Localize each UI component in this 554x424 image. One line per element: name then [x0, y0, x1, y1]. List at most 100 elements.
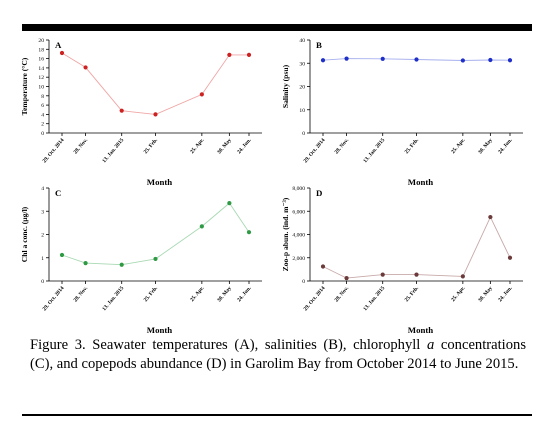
x-tick-label: 13. Jan. 2015 — [101, 137, 125, 164]
x-tick-label: 25. Feb. — [404, 285, 421, 303]
y-tick-label: 0 — [41, 131, 44, 137]
x-tick-label: 25. Apr. — [189, 285, 206, 303]
x-tick-label: 25. Apr. — [189, 137, 206, 155]
y-tick-label: 4 — [41, 112, 44, 118]
bottom-rule — [22, 414, 532, 416]
x-tick-label: 25. Apr. — [450, 137, 467, 155]
panel-label: D — [316, 188, 322, 198]
y-tick-label: 14 — [38, 66, 44, 72]
data-point — [488, 214, 493, 220]
series-line — [61, 202, 250, 266]
y-tick-label: 4 — [41, 186, 44, 192]
y-axis-title: Chl a conc. (µg/l) — [20, 206, 29, 262]
y-axis-title: Zoo-p abun. (ind. m⁻³) — [281, 197, 290, 271]
figure-caption: Figure 3. Seawater temperatures (A), sal… — [30, 336, 526, 374]
data-point — [246, 52, 252, 57]
chart-panel-b: 0 10 20 30 40 29. Oct. 2014 28. Nov. 13. Jan. 2… — [281, 38, 523, 187]
y-tick-label: 16 — [38, 57, 44, 63]
data-point — [320, 58, 326, 63]
x-tick-label: 30. May — [216, 285, 233, 303]
caption-italic: a — [426, 337, 435, 353]
y-axis-title: Salinity (psu) — [281, 64, 290, 108]
y-tick-label: 6 — [41, 103, 44, 109]
y-tick-label: 0 — [302, 131, 305, 137]
series-line — [61, 52, 249, 115]
y-axis-title: Temperature (°C) — [20, 57, 29, 115]
data-point — [246, 230, 252, 235]
x-tick-label: 29. Oct. 2014 — [303, 285, 327, 312]
y-tick-label: 20 — [38, 38, 44, 44]
x-axis-title: Month — [147, 325, 173, 335]
data-point — [507, 58, 513, 63]
data-point — [320, 264, 326, 269]
y-tick-label: 3 — [41, 209, 44, 215]
x-tick-label: 25. Feb. — [404, 137, 421, 155]
y-tick-label: 30 — [299, 61, 305, 67]
x-tick-label: 13. Jan. 2015 — [101, 285, 125, 312]
x-tick-label: 24. Jun. — [497, 137, 514, 155]
data-point — [414, 57, 419, 62]
x-tick-label: 25. Apr. — [450, 285, 467, 303]
x-tick-label: 28. Nov. — [73, 285, 90, 303]
data-point — [153, 256, 158, 262]
data-point — [119, 262, 124, 267]
data-point — [227, 201, 232, 206]
data-point — [507, 255, 513, 260]
y-tick-label: 2 — [41, 122, 44, 128]
panel-label: A — [55, 40, 62, 50]
data-point — [83, 65, 88, 70]
chart-panel-a: 0 2 4 6 8 10 12 14 16 18 20 29. Oct. 2014 28. Nov. 13… — [20, 38, 262, 187]
x-tick-label: 30. May — [216, 137, 233, 155]
chart-panel-c: 0 1 2 3 4 29. Oct. 2014 28. Nov. 13. Jan. 2015 2… — [20, 186, 262, 335]
y-tick-label: 10 — [38, 85, 44, 91]
data-point — [344, 56, 349, 61]
x-tick-label: 30. May — [477, 137, 494, 155]
data-point — [460, 274, 465, 279]
y-tick-label: 40 — [299, 38, 305, 44]
y-tick-label: 4,000 — [292, 233, 305, 239]
data-point — [344, 275, 349, 281]
x-tick-label: 13. Jan. 2015 — [362, 137, 386, 164]
y-tick-label: 6,000 — [292, 209, 305, 215]
data-point — [119, 108, 124, 113]
x-tick-label: 24. Jun. — [236, 285, 253, 303]
data-point — [227, 52, 232, 57]
data-point — [414, 272, 419, 277]
x-tick-label: 25. Feb. — [143, 285, 160, 303]
x-tick-label: 28. Nov. — [334, 285, 351, 303]
x-tick-label: 24. Jun. — [497, 285, 514, 303]
y-tick-label: 2 — [41, 233, 44, 239]
data-point — [199, 92, 204, 97]
y-tick-label: 10 — [299, 108, 305, 114]
data-point — [488, 57, 493, 63]
x-tick-label: 28. Nov. — [334, 137, 351, 155]
data-point — [199, 224, 204, 229]
y-tick-label: 18 — [38, 47, 44, 53]
x-tick-label: 30. May — [477, 285, 494, 303]
y-tick-label: 1 — [41, 256, 44, 262]
data-point — [59, 50, 65, 56]
caption-text-1: Figure 3. Seawater temperatures (A), sal… — [30, 337, 427, 353]
x-tick-label: 25. Feb. — [143, 137, 160, 155]
x-tick-label: 29. Oct. 2014 — [42, 285, 66, 312]
data-point — [460, 58, 465, 63]
y-tick-label: 0 — [41, 279, 44, 285]
y-tick-label: 8 — [41, 94, 44, 100]
y-tick-label: 20 — [299, 85, 305, 91]
x-tick-label: 29. Oct. 2014 — [42, 137, 66, 164]
data-point — [83, 260, 88, 266]
x-axis-title: Month — [408, 325, 434, 335]
data-point — [153, 112, 158, 117]
panel-label: C — [55, 188, 61, 198]
caption-text-2: concentrations (C), and copepods abundan… — [30, 337, 526, 372]
x-tick-label: 13. Jan. 2015 — [362, 285, 386, 312]
y-tick-label: 2,000 — [292, 256, 305, 262]
data-point — [380, 56, 385, 61]
chart-panel-d: 0 2,000 4,000 6,000 8,000 29. Oct. 2014 28. No… — [281, 186, 523, 335]
x-axis-title: Month — [147, 177, 173, 187]
x-tick-label: 28. Nov. — [73, 137, 90, 155]
data-point — [59, 252, 65, 258]
x-tick-label: 24. Jun. — [236, 137, 253, 155]
series-line — [322, 216, 511, 279]
